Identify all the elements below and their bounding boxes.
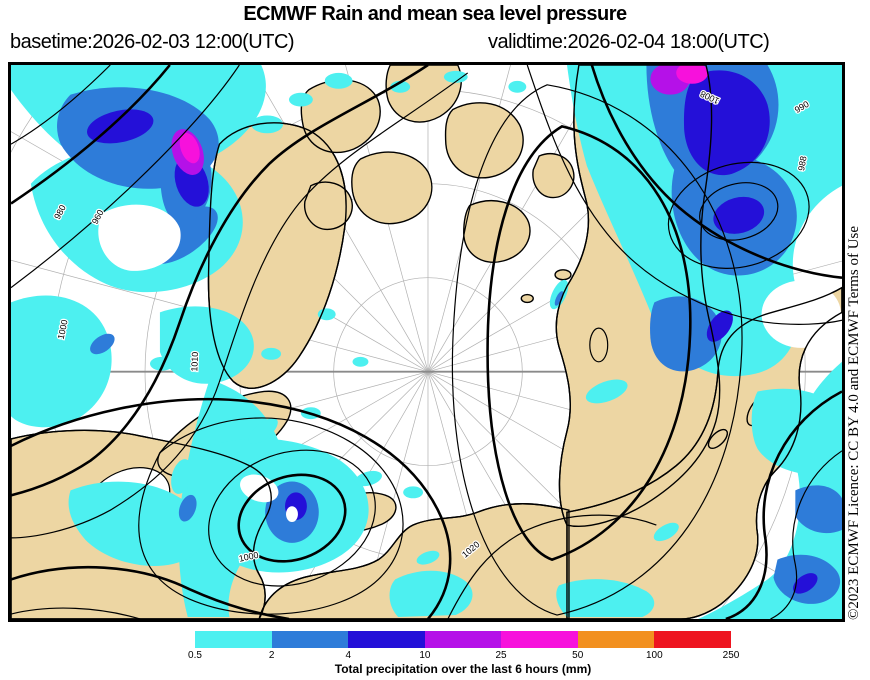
legend-tick: 250 [722, 650, 740, 661]
svg-text:988: 988 [796, 155, 808, 171]
legend-tick: 2 [268, 650, 275, 661]
time-row: basetime:2026-02-03 12:00(UTC) validtime… [0, 31, 870, 55]
copyright-text: ©2023 ECMWF Licence: CC BY 4.0 and ECMWF… [846, 225, 862, 620]
isobars [11, 65, 842, 619]
rain-extreme-areas [179, 65, 708, 164]
legend-segment [654, 631, 732, 648]
legend-segment [577, 631, 655, 648]
svg-text:1010: 1010 [189, 352, 200, 372]
legend-tick: 50 [572, 650, 584, 661]
rain-light-areas [11, 65, 842, 619]
precip-legend: 0.5 2 4 10 25 50 100 250 Total precipita… [188, 631, 739, 677]
legend-tick: 4 [345, 650, 352, 661]
legend-caption: Total precipitation over the last 6 hour… [334, 662, 592, 676]
legend-segment [501, 631, 578, 648]
legend-tick: 10 [419, 650, 431, 661]
weather-map: 980 960 1000 1010 1008 990 988 1000 1020 [11, 65, 842, 619]
legend-segment [348, 631, 425, 648]
legend-tick: 25 [495, 650, 507, 661]
legend-segment [271, 631, 349, 648]
page-title: ECMWF Rain and mean sea level pressure [243, 3, 627, 25]
legend-segment [424, 631, 502, 648]
legend-tick-labels: 0.5 2 4 10 25 50 100 250 [188, 650, 739, 662]
legend-tick: 0.5 [188, 650, 202, 661]
precipitation-areas [11, 65, 842, 619]
legend-segment [195, 631, 272, 648]
validtime-label: validtime:2026-02-04 18:00(UTC) [488, 31, 770, 53]
basetime-label: basetime:2026-02-03 12:00(UTC) [10, 31, 295, 53]
legend-color-bar [195, 631, 732, 648]
legend-tick: 100 [646, 650, 663, 661]
map-frame: 980 960 1000 1010 1008 990 988 1000 1020 [8, 62, 845, 622]
